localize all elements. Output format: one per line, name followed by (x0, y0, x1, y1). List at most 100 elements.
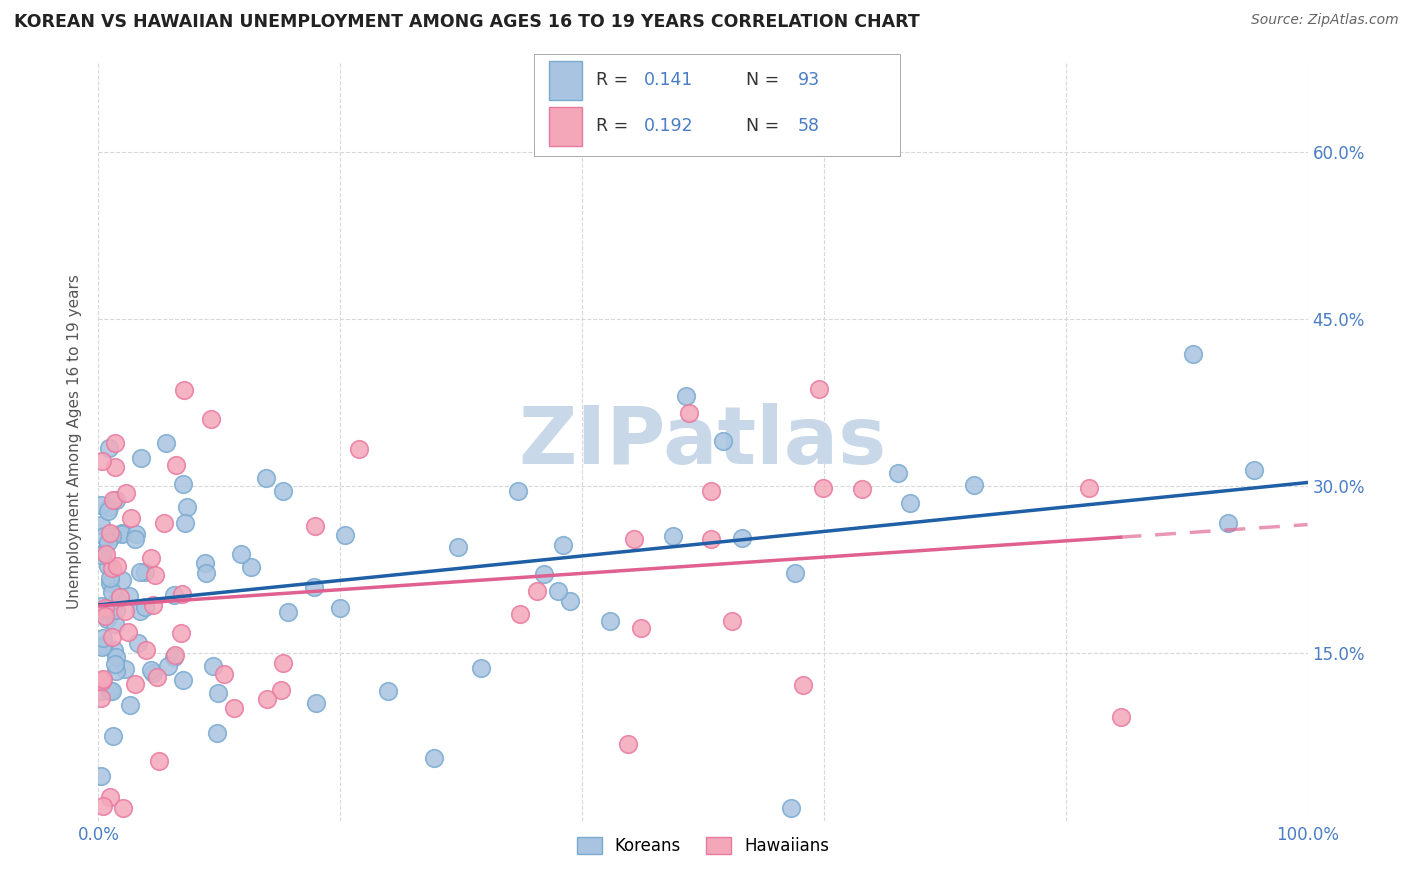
Point (129, 565, 152, 579)
Point (165, 458, 187, 473)
Point (329, 601, 352, 615)
Point (112, 801, 135, 815)
Point (533, 566, 555, 581)
Point (172, 586, 194, 600)
Point (558, 594, 581, 608)
Text: 0.141: 0.141 (644, 71, 693, 89)
Point (104, 436, 127, 450)
Point (194, 566, 217, 580)
Point (851, 482, 873, 496)
Point (90, 517, 112, 532)
Point (153, 516, 176, 531)
Point (304, 580, 326, 594)
Text: Source: ZipAtlas.com: Source: ZipAtlas.com (1251, 13, 1399, 28)
Point (97, 504, 120, 518)
Point (271, 656, 294, 670)
Point (93, 638, 115, 652)
Point (145, 670, 167, 684)
Point (94, 601, 117, 615)
Point (811, 481, 834, 495)
Point (212, 667, 235, 681)
Point (200, 412, 222, 426)
Point (470, 661, 492, 675)
Point (105, 593, 128, 607)
Text: 93: 93 (797, 71, 820, 89)
Point (304, 519, 326, 533)
Point (90, 454, 112, 468)
Point (423, 751, 446, 765)
Point (780, 801, 803, 815)
Point (98, 500, 121, 514)
Point (98, 789, 121, 804)
Point (91, 672, 114, 686)
Text: KOREAN VS HAWAIIAN UNEMPLOYMENT AMONG AGES 16 TO 19 YEARS CORRELATION CHART: KOREAN VS HAWAIIAN UNEMPLOYMENT AMONG AG… (14, 13, 920, 31)
Point (277, 605, 299, 619)
Point (93, 603, 115, 617)
Point (1109, 710, 1132, 724)
Point (134, 566, 156, 580)
Point (1077, 481, 1099, 495)
Point (115, 485, 138, 500)
Point (617, 738, 640, 752)
Point (91, 631, 114, 645)
Point (347, 442, 370, 457)
Point (526, 584, 548, 599)
Point (90, 498, 112, 512)
Point (148, 754, 170, 768)
Point (101, 529, 124, 543)
Point (305, 696, 328, 710)
Point (125, 526, 148, 541)
Point (699, 532, 721, 546)
Point (1243, 463, 1265, 477)
Point (118, 698, 141, 712)
Point (117, 624, 139, 639)
Point (731, 531, 754, 545)
Point (114, 604, 136, 618)
Point (105, 492, 128, 507)
Point (135, 642, 157, 657)
Point (256, 692, 278, 706)
Point (630, 621, 652, 635)
Point (100, 561, 122, 575)
Point (271, 483, 294, 498)
Point (124, 677, 146, 691)
Point (254, 471, 277, 485)
Point (94, 608, 117, 623)
Point (1216, 516, 1239, 531)
Point (103, 493, 125, 508)
Point (335, 528, 357, 542)
Point (201, 659, 224, 673)
Point (377, 684, 399, 698)
Point (446, 541, 468, 555)
Point (229, 547, 252, 561)
Point (623, 533, 645, 547)
Point (662, 529, 685, 543)
Point (105, 650, 128, 665)
Text: N =: N = (747, 118, 785, 136)
Text: 0.192: 0.192 (644, 118, 693, 136)
Point (91, 546, 114, 560)
Point (139, 663, 162, 677)
Point (103, 643, 125, 657)
Point (783, 566, 806, 581)
Point (143, 568, 166, 582)
Point (90, 683, 112, 698)
Point (101, 684, 124, 698)
Point (156, 659, 179, 673)
Point (98, 683, 121, 698)
Point (163, 649, 186, 664)
Point (90, 548, 112, 562)
Point (176, 500, 198, 515)
Point (120, 510, 142, 524)
Point (104, 617, 127, 632)
Point (93, 529, 115, 543)
Point (170, 626, 193, 640)
Point (963, 478, 986, 492)
Point (163, 588, 186, 602)
Text: R =: R = (596, 118, 634, 136)
Bar (548, 61, 582, 100)
Point (104, 665, 127, 679)
Point (97, 535, 120, 549)
Point (207, 686, 229, 700)
Point (90, 769, 112, 783)
